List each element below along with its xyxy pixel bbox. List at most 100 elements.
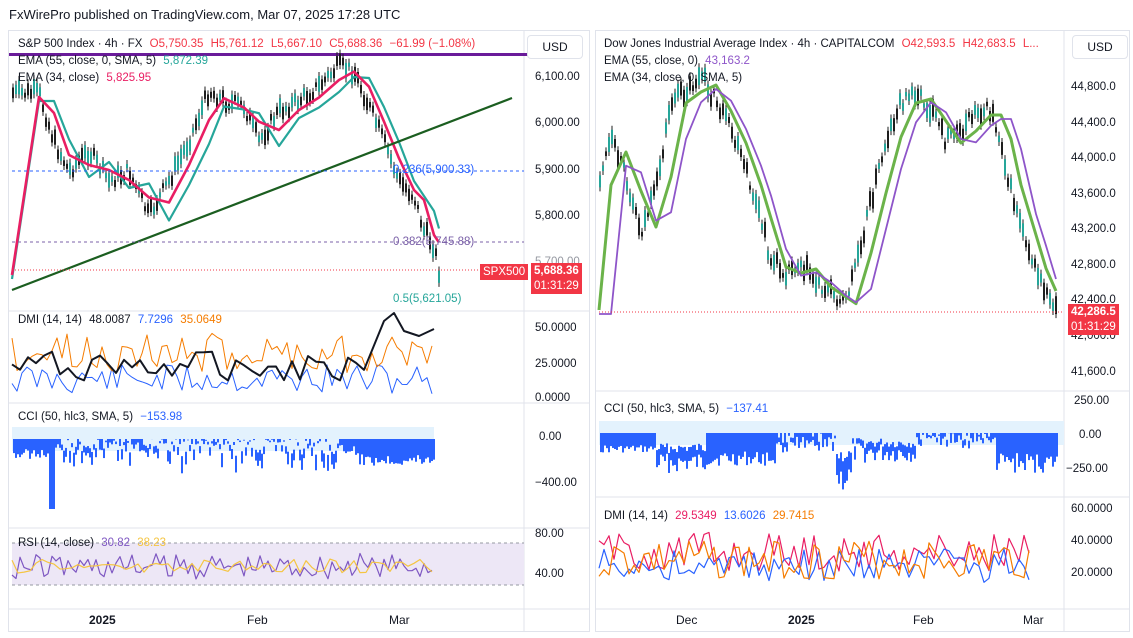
candle-body: [162, 183, 164, 189]
candle-body: [986, 101, 988, 107]
dji-cci-bar: [716, 433, 718, 459]
dji-cci-bar: [818, 441, 820, 451]
spx-chart-canvas[interactable]: [9, 31, 590, 632]
dji-ema34-legend[interactable]: EMA (34, close, 0, SMA, 5): [604, 71, 742, 85]
spx-currency-button[interactable]: USD: [527, 35, 583, 59]
dji-cci-bar: [724, 433, 726, 454]
candle-body: [393, 165, 395, 175]
spx-cci-bar: [93, 444, 95, 450]
dji-cci-bar: [1040, 433, 1042, 470]
spx-axis-label-0: 6,100.00: [535, 71, 580, 83]
dji-cci-bar: [728, 433, 730, 461]
dji-cci-bar: [856, 438, 858, 444]
spx-cci-bar: [297, 442, 299, 446]
spx-cci-bar: [157, 448, 159, 459]
dji-cci-bar: [1026, 433, 1028, 455]
candle-body: [411, 194, 413, 200]
spx-symbol-title[interactable]: S&P 500 Index · 4h · FX: [18, 38, 143, 50]
candle-body: [911, 86, 913, 96]
candle-body: [983, 107, 985, 117]
spx-cci-bar: [85, 447, 87, 456]
dji-chart-panel[interactable]: Dow Jones Industrial Average Index · 4h …: [595, 30, 1130, 632]
spx-cci-bar: [87, 446, 89, 454]
spx-cci-label: CCI (50, hlc3, SMA, 5): [18, 411, 134, 423]
spx-ema34-legend[interactable]: EMA (34, close) 5,825.95: [18, 71, 151, 85]
dji-cci-bar: [846, 456, 848, 481]
dji-cci-bar: [756, 433, 758, 453]
dji-chart-canvas[interactable]: [596, 31, 1130, 632]
spx-cci-bar: [409, 439, 411, 459]
dji-cci-bar: [656, 450, 658, 468]
dji-dmi-axis-20: 20.0000: [1071, 567, 1113, 579]
spx-dmi-adx: 48.0087: [89, 314, 131, 326]
spx-cci-bar: [41, 439, 43, 450]
candle-body: [21, 88, 23, 96]
candle-body: [827, 283, 829, 293]
dji-cci-bar: [932, 433, 934, 436]
spx-cci-bar: [37, 439, 39, 455]
spx-cci-legend[interactable]: CCI (50, hlc3, SMA, 5) −153.98: [18, 410, 182, 424]
spx-cci-bar: [181, 456, 183, 474]
spx-dmi-plus-line: [11, 364, 433, 394]
dji-dmi-minus-line: [598, 540, 1030, 580]
candle-body: [644, 210, 646, 227]
spx-dmi-label: DMI (14, 14): [18, 314, 82, 326]
dji-cci-legend[interactable]: CCI (50, hlc3, SMA, 5) −137.41: [604, 402, 768, 416]
candle-body: [974, 105, 976, 115]
spx-cci-bar: [271, 439, 273, 440]
candle-body: [285, 105, 287, 112]
candle-body: [294, 93, 296, 103]
dji-dmi-adx: 29.5349: [675, 510, 717, 522]
spx-cci-bar: [239, 440, 241, 443]
dji-cci-bar: [758, 433, 760, 463]
candle-body: [318, 75, 320, 92]
spx-cci-bar: [369, 439, 371, 458]
dji-ema55-legend[interactable]: EMA (55, close, 0) 43,163.2: [604, 54, 750, 68]
dji-cci-bar: [802, 433, 804, 438]
candle-body: [216, 97, 218, 108]
candle-body: [378, 119, 380, 128]
dji-cci-bar: [610, 433, 612, 447]
spx-chart-panel[interactable]: S&P 500 Index · 4h · FX O5,750.35 H5,761…: [8, 30, 590, 632]
dji-cci-bar: [910, 447, 912, 462]
candle-body: [396, 171, 398, 179]
spx-cci-bar: [211, 441, 213, 444]
dji-symbol-title[interactable]: Dow Jones Industrial Average Index · 4h …: [604, 38, 895, 50]
dji-dmi-legend[interactable]: DMI (14, 14) 29.5349 13.6026 29.7415: [604, 509, 814, 523]
spx-cci-bar: [167, 450, 169, 462]
dji-time-mar: Mar: [1023, 613, 1044, 627]
spx-rsi-legend[interactable]: RSI (14, close) 30.82 38.23: [18, 536, 166, 550]
candle-body: [842, 294, 844, 301]
dji-currency-button[interactable]: USD: [1072, 35, 1128, 59]
dji-cci-bar: [654, 433, 656, 448]
candle-body: [39, 87, 41, 97]
dji-ema55-value: 43,163.2: [705, 55, 750, 67]
candle-body: [638, 217, 640, 236]
dji-cci-bar: [1032, 433, 1034, 460]
spx-ema55-legend[interactable]: EMA (55, close, 0, SMA, 5) 5,872.39: [18, 54, 208, 68]
dji-ema55-line: [597, 83, 1058, 311]
spx-cci-bar: [313, 442, 315, 447]
spx-dmi-legend[interactable]: DMI (14, 14) 48.0087 7.7296 35.0649: [18, 313, 222, 327]
spx-cci-bar: [65, 447, 67, 457]
dji-cci-bar: [1034, 433, 1036, 473]
dji-cci-bar: [900, 442, 902, 452]
fib-05-label: 0.5(5,621.05): [393, 293, 462, 305]
candle-body: [369, 102, 371, 108]
spx-cci-bar: [133, 439, 135, 449]
candle-body: [234, 94, 236, 101]
spx-cci-bar: [397, 439, 399, 464]
candle-body: [815, 276, 817, 293]
candle-body: [300, 96, 302, 106]
dji-time-feb: Feb: [913, 613, 934, 627]
spx-cci-bar: [183, 439, 185, 442]
spx-low: L5,667.10: [270, 38, 323, 50]
dji-cci-bar: [1048, 433, 1050, 459]
candle-body: [875, 168, 877, 185]
dji-cci-bar: [726, 433, 728, 457]
spx-cci-bar: [269, 440, 271, 443]
spx-cci-bar: [69, 450, 71, 463]
spx-dmi-plus: 7.7296: [137, 314, 174, 326]
dji-cci-bar: [620, 433, 622, 446]
spx-cci-bar: [299, 449, 301, 461]
